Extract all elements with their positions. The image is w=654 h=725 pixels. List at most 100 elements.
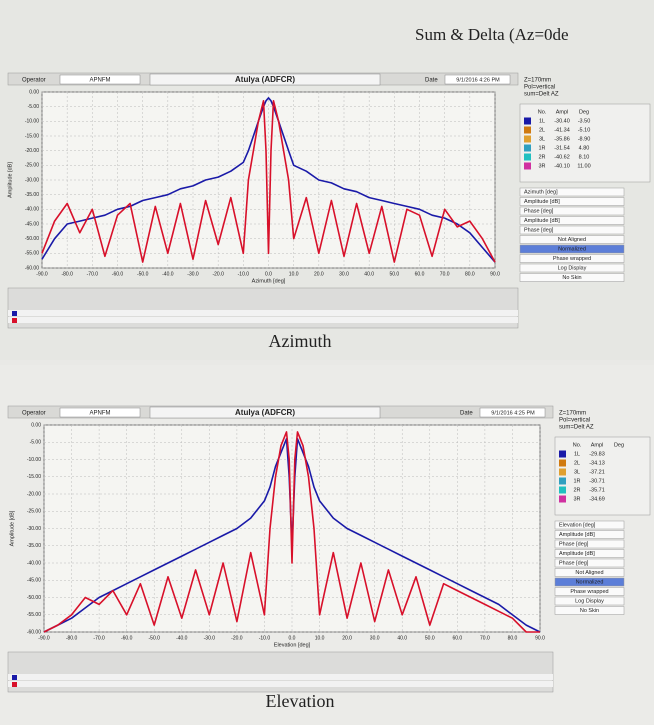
row-swatch xyxy=(524,162,531,170)
y-axis-label: Amplitude [dB] xyxy=(7,162,13,198)
table-cell: -31.54 xyxy=(554,145,570,151)
table-cell: -37.21 xyxy=(589,469,605,475)
x-tick-label: -70.0 xyxy=(87,271,99,277)
operator-box xyxy=(59,407,141,418)
x-tick-label: 70.0 xyxy=(440,271,450,277)
window-title-box xyxy=(149,73,381,86)
control-label: Amplitude [dB] xyxy=(524,218,560,224)
x-tick-label: -20.0 xyxy=(212,271,224,277)
operator: APNFM xyxy=(90,411,111,417)
table-cell: 8.10 xyxy=(579,154,590,160)
y-tick-label: -15.00 xyxy=(27,474,41,480)
table-cell: 1R xyxy=(538,145,545,151)
control-label: Phase [deg] xyxy=(524,208,554,214)
control xyxy=(519,225,625,235)
table-cell: 3L xyxy=(539,136,545,142)
info-line: Z=170mm xyxy=(524,78,551,84)
x-tick-label: 30.0 xyxy=(339,271,349,277)
table-cell: 1L xyxy=(539,118,545,124)
table-cell: 1R xyxy=(573,478,580,484)
status-row xyxy=(8,681,553,687)
control xyxy=(554,577,625,587)
x-tick-label: -90.0 xyxy=(38,635,50,641)
y-tick-label: -35.00 xyxy=(27,543,41,549)
table-header: Ampl xyxy=(591,442,604,448)
y-tick-label: -5.00 xyxy=(30,440,42,446)
control-label: Normalized xyxy=(558,246,586,252)
table-cell: 2L xyxy=(539,127,545,133)
control xyxy=(554,596,625,606)
control-label: Log Display xyxy=(575,598,604,604)
x-tick-label: -10.0 xyxy=(238,271,250,277)
date-label: Date xyxy=(460,411,473,417)
y-tick-label: -35.00 xyxy=(25,192,39,198)
x-tick-label: 90.0 xyxy=(490,271,500,277)
x-tick-label: 90.0 xyxy=(535,635,545,641)
side-panel xyxy=(519,103,651,183)
table-cell: 2L xyxy=(574,460,580,466)
table-cell: 4.80 xyxy=(579,145,590,151)
row-swatch xyxy=(524,153,531,161)
control xyxy=(554,549,625,558)
control xyxy=(554,539,625,549)
control xyxy=(519,235,625,244)
control-label: Phase wrapped xyxy=(553,256,591,262)
x-tick-label: -70.0 xyxy=(93,635,105,641)
y-tick-label: -30.00 xyxy=(27,526,41,532)
window-title: Atulya (ADFCR) xyxy=(235,408,295,417)
control-label: Log Display xyxy=(558,265,587,271)
table-cell: -30.71 xyxy=(589,478,605,484)
series-swatch xyxy=(12,682,17,687)
caption: Azimuth xyxy=(269,331,332,351)
info-line: Pol=vertical xyxy=(559,418,590,424)
series-line xyxy=(41,97,496,263)
table-cell: 2R xyxy=(573,487,580,493)
row-swatch xyxy=(559,495,566,503)
date-label: Date xyxy=(425,78,438,84)
x-tick-label: 30.0 xyxy=(370,635,380,641)
date-box xyxy=(444,74,511,85)
row-swatch xyxy=(559,468,566,476)
series-swatch xyxy=(12,318,17,323)
control xyxy=(519,273,625,282)
row-swatch xyxy=(559,450,566,458)
x-tick-label: 80.0 xyxy=(465,271,475,277)
caption: Elevation xyxy=(266,691,335,711)
series-swatch xyxy=(12,311,17,316)
y-tick-label: -10.00 xyxy=(25,119,39,125)
table-cell: 2R xyxy=(538,154,545,160)
table-cell: -35.71 xyxy=(589,487,605,493)
y-tick-label: -55.00 xyxy=(25,251,39,257)
control-label: Amplitude [dB] xyxy=(524,199,560,205)
operator-box xyxy=(59,74,141,85)
table-header: No. xyxy=(573,442,582,448)
control-label: Phase [deg] xyxy=(559,541,589,547)
x-tick-label: 20.0 xyxy=(342,635,352,641)
x-tick-label: 70.0 xyxy=(480,635,490,641)
x-tick-label: -60.0 xyxy=(121,635,133,641)
x-tick-label: 40.0 xyxy=(364,271,374,277)
table-cell: 1L xyxy=(574,451,580,457)
control-label: Amplitude [dB] xyxy=(559,551,595,557)
x-tick-label: 60.0 xyxy=(415,271,425,277)
x-tick-label: -40.0 xyxy=(162,271,174,277)
x-tick-label: -40.0 xyxy=(176,635,188,641)
control-label: Not Aligned xyxy=(575,570,603,576)
y-tick-label: -20.00 xyxy=(25,148,39,154)
y-tick-label: -50.00 xyxy=(25,236,39,242)
y-tick-label: -55.00 xyxy=(27,612,41,618)
table-cell: 3R xyxy=(538,163,545,169)
x-axis-label: Azimuth [deg] xyxy=(252,278,286,284)
control-label: No Skin xyxy=(580,608,599,614)
x-tick-label: -50.0 xyxy=(149,635,161,641)
table-cell: -40.62 xyxy=(554,154,570,160)
x-tick-label: -90.0 xyxy=(36,271,48,277)
y-tick-label: -15.00 xyxy=(25,133,39,139)
table-header: Deg xyxy=(614,442,624,448)
operator-label: Operator xyxy=(22,411,46,417)
control xyxy=(554,587,625,596)
row-swatch xyxy=(524,126,531,134)
x-tick-label: 50.0 xyxy=(389,271,399,277)
table-cell: -34.13 xyxy=(589,460,605,466)
